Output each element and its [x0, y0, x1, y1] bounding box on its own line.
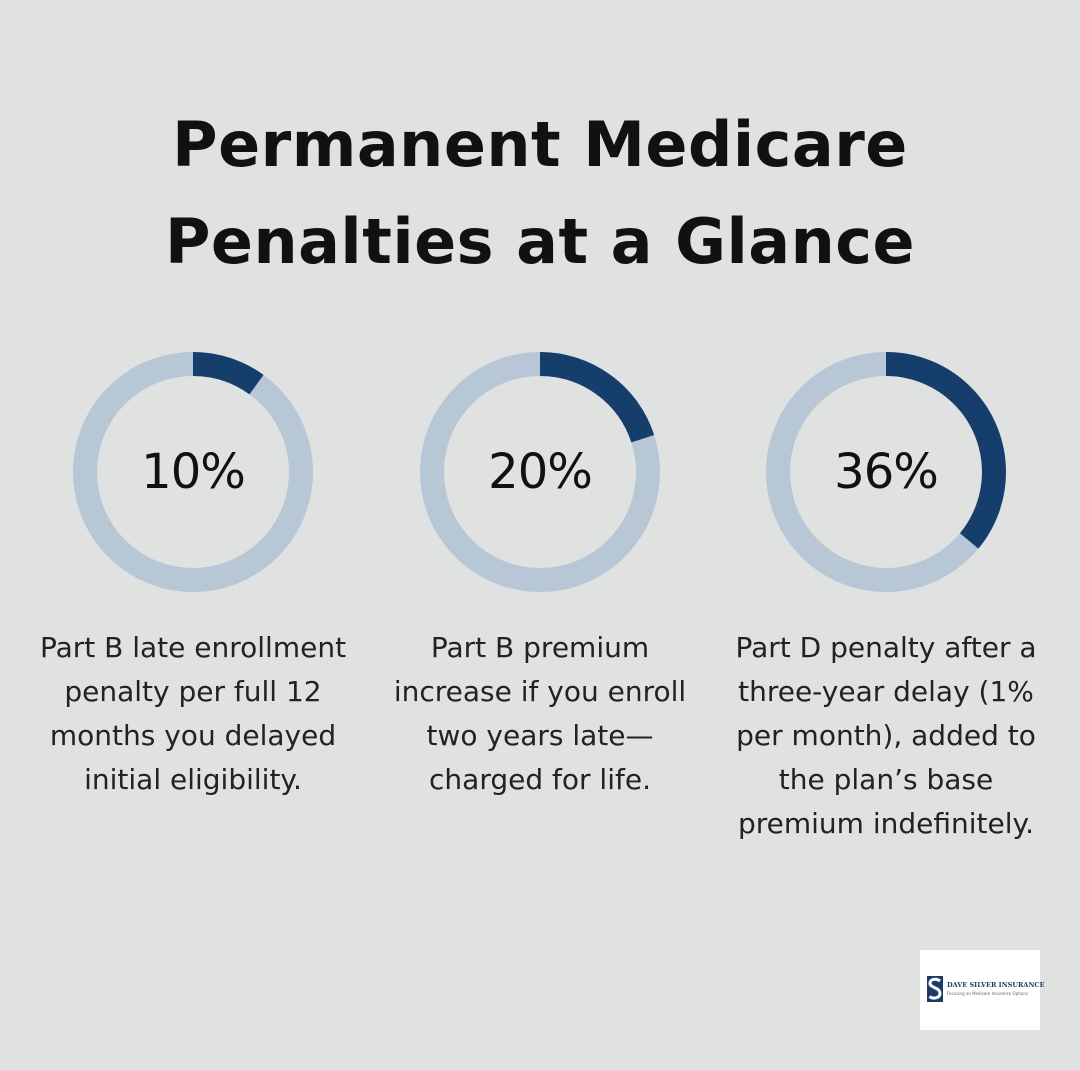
donut-svg — [766, 352, 1006, 592]
page-title-line-1: Permanent Medicare — [172, 108, 908, 181]
stat-description: Part B premium increase if you enroll tw… — [393, 631, 687, 796]
donut-svg — [420, 352, 660, 592]
stat-description: Part B late enrollment penalty per full … — [39, 631, 347, 796]
s-monogram-icon — [924, 972, 946, 1006]
page-title-line-2: Penalties at a Glance — [164, 205, 916, 278]
donut-segment — [73, 352, 313, 592]
logo-name: DAVE SILVER INSURANCE — [947, 981, 1045, 989]
stat-value: 10% — [141, 444, 246, 500]
company-logo: DAVE SILVER INSURANCE Focusing on Medica… — [920, 950, 1045, 1030]
logo-tagline: Focusing on Medicare Insurance Options — [947, 991, 1028, 996]
donut-segment — [766, 352, 1006, 592]
donut-chart — [420, 352, 660, 592]
donut-segment — [420, 352, 660, 592]
stat-value: 36% — [834, 444, 939, 500]
page-title: Permanent Medicare Penalties at a Glance — [0, 96, 1080, 290]
donut-chart — [73, 352, 313, 592]
donut-svg — [73, 352, 313, 592]
donut-chart — [766, 352, 1006, 592]
stat-value: 20% — [488, 444, 593, 500]
stat-description: Part D penalty after a three-year delay … — [735, 631, 1037, 840]
